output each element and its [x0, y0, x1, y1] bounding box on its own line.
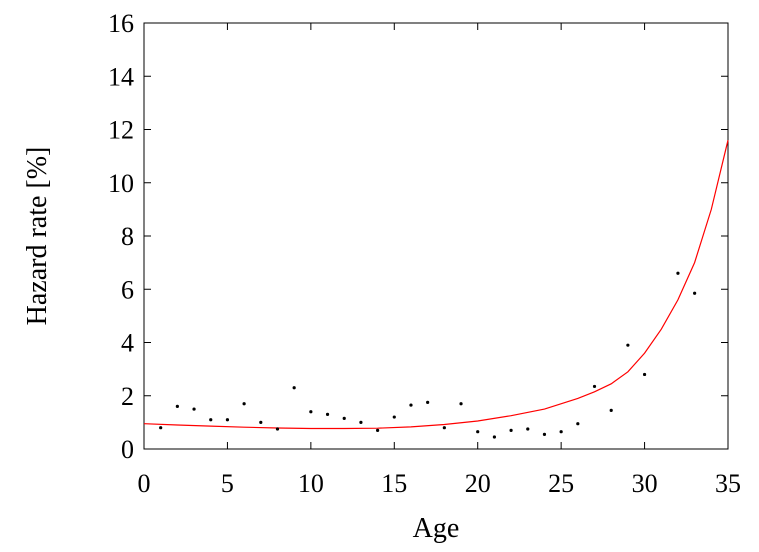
x-tick-label: 5 — [221, 469, 234, 498]
data-point — [225, 418, 230, 422]
data-point — [192, 407, 196, 411]
data-point — [576, 422, 580, 426]
y-tick-label: 8 — [121, 222, 134, 251]
data-point — [242, 402, 246, 406]
y-axis-ticks: 0 2 4 6 8 10 12 14 16 — [108, 9, 728, 464]
data-point — [693, 291, 697, 295]
y-tick-label: 0 — [121, 435, 134, 464]
x-tick-label: 30 — [632, 469, 658, 498]
x-tick-label: 20 — [465, 469, 491, 498]
y-tick-label: 4 — [121, 329, 134, 358]
y-tick-label: 12 — [108, 116, 134, 145]
x-tick-label: 35 — [715, 469, 741, 498]
x-tick-label: 10 — [298, 469, 324, 498]
y-tick-label: 6 — [121, 275, 134, 304]
fitted-hazard-curve — [143, 140, 729, 430]
x-axis-label: Age — [413, 513, 460, 544]
x-tick-label: 15 — [381, 469, 407, 498]
y-tick-label: 14 — [108, 62, 134, 91]
data-point — [359, 420, 363, 424]
data-point — [175, 404, 179, 408]
data-point — [409, 403, 413, 407]
data-point — [642, 372, 647, 377]
data-point — [376, 428, 380, 432]
x-axis-ticks: 0 5 10 15 20 25 30 35 — [138, 23, 741, 498]
data-points-layer — [159, 271, 697, 439]
data-point — [292, 386, 296, 390]
y-tick-label: 2 — [121, 382, 134, 411]
data-point — [275, 427, 280, 431]
data-point — [342, 416, 346, 420]
data-point — [476, 430, 480, 434]
data-point — [209, 418, 213, 422]
data-point — [509, 428, 513, 432]
data-point — [325, 412, 330, 416]
data-point — [676, 271, 680, 275]
data-point — [592, 384, 597, 389]
y-axis-label: Hazard rate [%] — [22, 147, 53, 326]
data-point — [609, 408, 613, 412]
data-point — [459, 402, 463, 406]
data-point — [442, 426, 446, 430]
fitted-curve-layer — [143, 140, 729, 430]
data-point — [392, 415, 396, 419]
data-point — [159, 426, 163, 430]
data-point — [492, 435, 496, 439]
data-point — [526, 427, 530, 431]
plot-frame — [143, 22, 729, 450]
data-point — [309, 410, 313, 414]
data-point — [542, 432, 547, 436]
y-tick-label: 16 — [108, 9, 134, 38]
data-point — [626, 343, 630, 347]
x-tick-label: 25 — [548, 469, 574, 498]
data-point — [559, 430, 563, 434]
data-point — [259, 420, 263, 424]
y-tick-label: 10 — [108, 169, 134, 198]
x-tick-label: 0 — [138, 469, 151, 498]
data-point — [426, 400, 430, 405]
